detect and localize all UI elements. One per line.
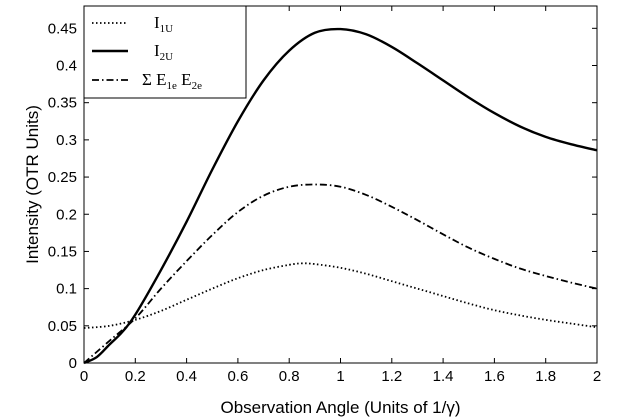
series-i1u-line	[83, 262, 598, 329]
legend-label: Σ E1e E2e	[142, 70, 202, 92]
legend-label: I2U	[154, 41, 173, 63]
legend-label-main-2: E	[177, 70, 192, 89]
legend-label-subscript: 1U	[160, 23, 174, 35]
x-tick-label: 1.2	[381, 368, 402, 385]
x-tick-label: 1	[336, 368, 344, 385]
legend-item-sum: Σ E1e E2e	[92, 70, 202, 92]
y-axis-ticks: 0 0.05 0.1 0.15 0.2 0.25 0.3 0.35 0.4 0.45	[48, 20, 597, 372]
legend-item-i2u: I2U	[92, 41, 173, 63]
y-tick-label: 0.1	[56, 281, 77, 298]
legend-label-subscript-2: 2e	[192, 80, 203, 92]
legend-label-main: Σ E	[142, 70, 167, 89]
legend-label-subscript: 2U	[160, 51, 174, 63]
x-tick-label: 0	[80, 368, 88, 385]
x-tick-label: 1.4	[433, 368, 454, 385]
legend-label-subscript: 1e	[167, 80, 178, 92]
legend-label-main: I	[154, 41, 160, 60]
y-tick-label: 0.15	[48, 243, 77, 260]
y-tick-label: 0.35	[48, 95, 77, 112]
legend-label: I1U	[154, 13, 173, 35]
x-tick-label: 1.8	[535, 368, 556, 385]
legend-label-main: I	[154, 13, 160, 32]
x-tick-label: 0.8	[279, 368, 300, 385]
x-tick-label: 1.6	[484, 368, 505, 385]
y-tick-label: 0.25	[48, 169, 77, 186]
y-tick-label: 0.45	[48, 20, 77, 37]
x-tick-label: 0.2	[125, 368, 146, 385]
y-tick-label: 0.3	[56, 132, 77, 149]
y-axis-title: Intensity (OTR Units)	[23, 105, 42, 264]
series-layer	[83, 27, 598, 365]
y-tick-label: 0.05	[48, 318, 77, 335]
y-tick-label: 0.4	[56, 58, 77, 75]
x-axis-title: Observation Angle (Units of 1/γ)	[220, 398, 460, 417]
legend-item-i1u: I1U	[92, 13, 173, 35]
series-sum-e1e-e2e-line	[83, 183, 598, 364]
y-tick-label: 0.2	[56, 206, 77, 223]
x-tick-label: 2	[593, 368, 601, 385]
y-tick-label: 0	[69, 355, 77, 372]
x-tick-label: 0.6	[227, 368, 248, 385]
x-tick-label: 0.4	[176, 368, 197, 385]
